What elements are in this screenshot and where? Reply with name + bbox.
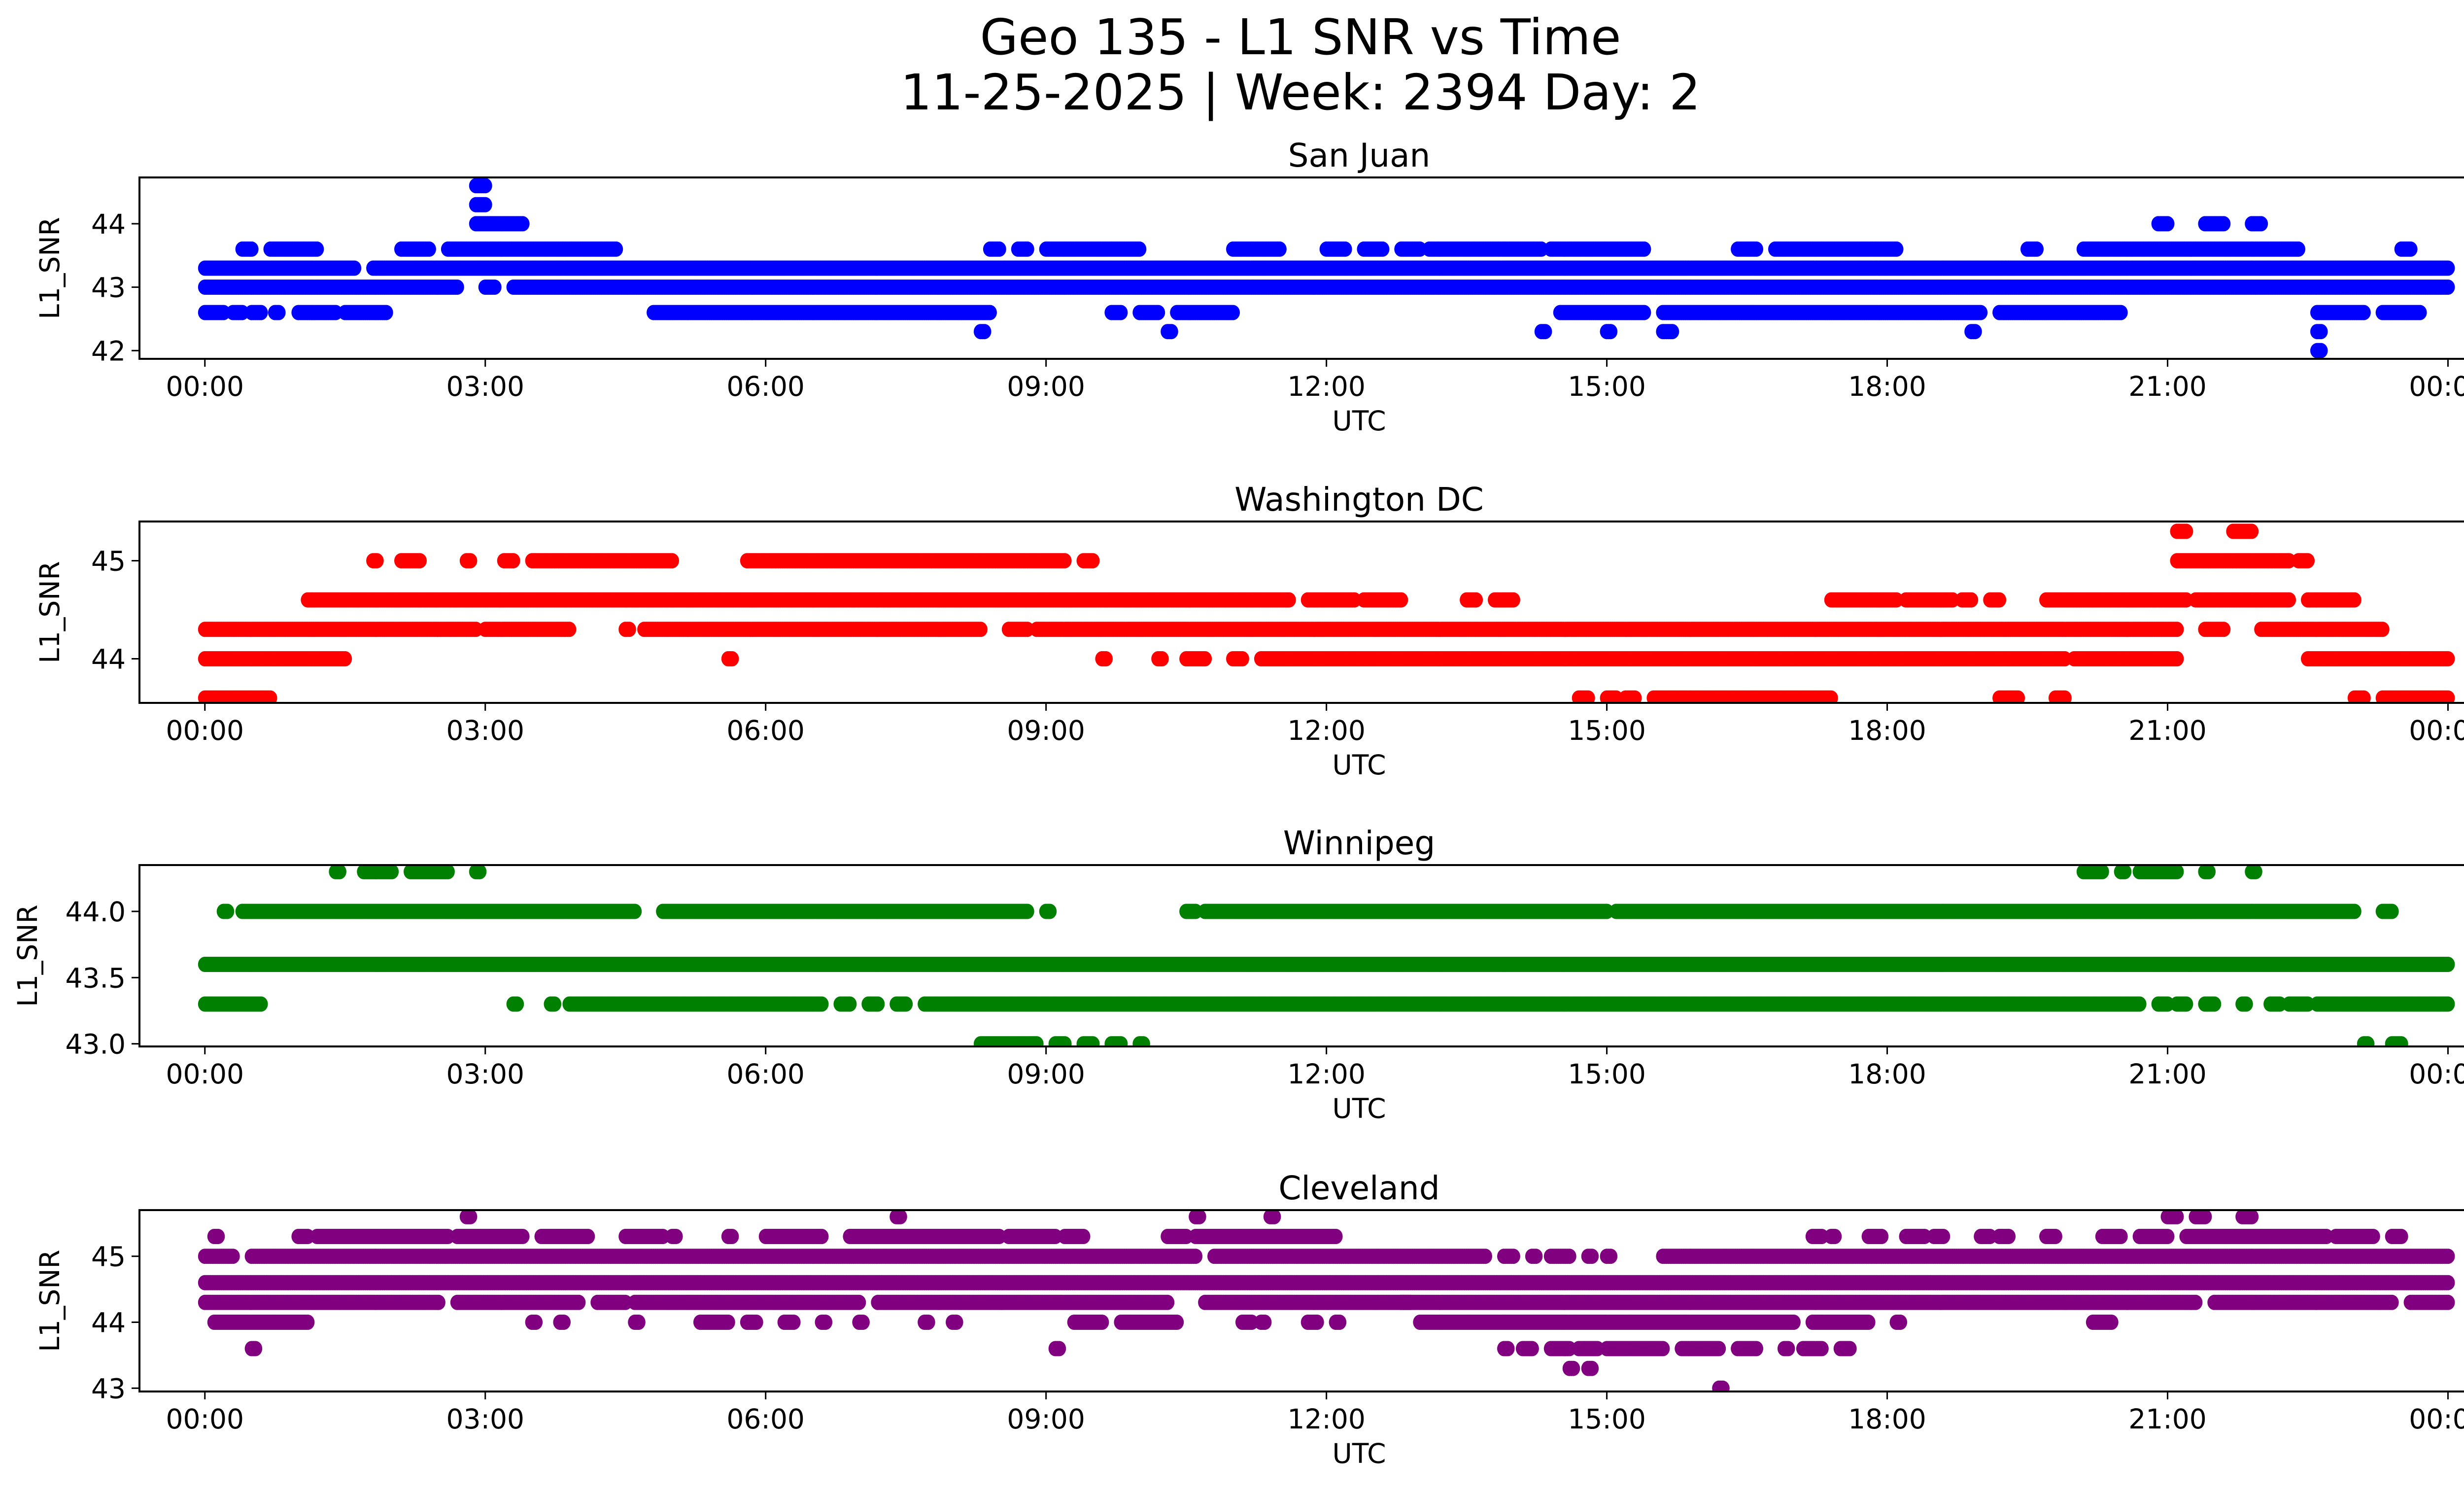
data-point	[244, 241, 259, 257]
x-tick-label: 21:00	[2128, 371, 2207, 402]
data-point	[1132, 241, 1147, 257]
data-point	[1338, 241, 1352, 257]
subplot-title: San Juan	[1288, 137, 1431, 174]
markers	[198, 523, 2455, 703]
data-point	[1394, 592, 1408, 608]
x-tick-label: 12:00	[1287, 371, 1366, 402]
data-point	[1282, 592, 1296, 608]
data-point	[2357, 305, 2371, 320]
data-point	[1151, 305, 1165, 320]
x-axis-label: UTC	[1332, 405, 1386, 437]
chart-title: Geo 135 - L1 SNR vs Time	[980, 8, 1621, 66]
chart-subtitle: 11-25-2025 | Week: 2394 Day: 2	[900, 64, 1700, 121]
x-tick-label: 00:00	[166, 371, 244, 402]
data-point	[562, 622, 577, 637]
data-point	[2441, 279, 2455, 295]
data-point	[609, 241, 623, 257]
data-point	[272, 305, 286, 320]
y-tick-label: 44	[91, 209, 126, 240]
data-point	[450, 279, 464, 295]
data-point	[1375, 241, 1390, 257]
data-point	[254, 305, 268, 320]
data-point	[310, 241, 324, 257]
data-point	[1964, 592, 1979, 608]
data-point	[1992, 592, 2007, 608]
data-point	[1889, 241, 1904, 257]
data-point	[1604, 324, 1618, 340]
data-point	[478, 197, 492, 212]
data-point	[983, 305, 997, 320]
data-point	[422, 241, 436, 257]
data-point	[2282, 592, 2296, 608]
data-point	[1749, 241, 1763, 257]
data-point	[973, 622, 988, 637]
data-point	[1164, 324, 1178, 340]
markers	[198, 178, 2455, 358]
data-point	[1506, 592, 1520, 608]
data-point	[622, 622, 636, 637]
data-point	[977, 324, 992, 340]
axes-frame	[138, 176, 2464, 360]
data-point	[1226, 305, 1240, 320]
data-point	[1469, 592, 1483, 608]
y-tick-label: 42	[91, 335, 126, 367]
x-tick-label: 03:00	[446, 371, 524, 402]
data-point	[487, 279, 502, 295]
data-point	[1020, 241, 1034, 257]
y-axis-label: L1_SNR	[34, 217, 66, 319]
subplot-title: Washington DC	[1234, 481, 1484, 519]
data-point	[1272, 241, 1287, 257]
data-point	[2403, 241, 2418, 257]
data-point	[478, 178, 492, 194]
x-tick-label: 09:00	[1007, 371, 1085, 402]
data-point	[2292, 241, 2305, 257]
data-point	[2413, 305, 2427, 320]
data-point	[1114, 305, 1128, 320]
y-tick-label: 43	[91, 272, 126, 304]
x-tick-label: 06:00	[726, 371, 805, 402]
x-tick-label: 18:00	[1848, 371, 1926, 402]
data-point	[2254, 216, 2268, 232]
data-point	[992, 241, 1006, 257]
data-point	[2347, 592, 2361, 608]
data-point	[347, 260, 362, 276]
subplot-san-juan: San Juan 00:00 03:00 06:00 09:00 12:00 15:00 18…	[34, 137, 2464, 437]
data-point	[2441, 260, 2455, 276]
data-point	[515, 216, 530, 232]
data-point	[2217, 216, 2231, 232]
data-point	[1665, 324, 1679, 340]
x-tick-label: 15:00	[1568, 371, 1646, 402]
data-point	[1637, 305, 1651, 320]
data-point	[2314, 343, 2328, 358]
data-point	[2030, 241, 2044, 257]
data-point	[1968, 324, 1982, 340]
data-point	[379, 305, 393, 320]
data-point	[1974, 305, 1988, 320]
data-point	[2114, 305, 2128, 320]
data-point	[2160, 216, 2175, 232]
x-tick-label: 00:00	[2409, 371, 2464, 402]
data-point	[1538, 324, 1552, 340]
data-point	[2314, 324, 2328, 340]
data-point	[1637, 241, 1651, 257]
